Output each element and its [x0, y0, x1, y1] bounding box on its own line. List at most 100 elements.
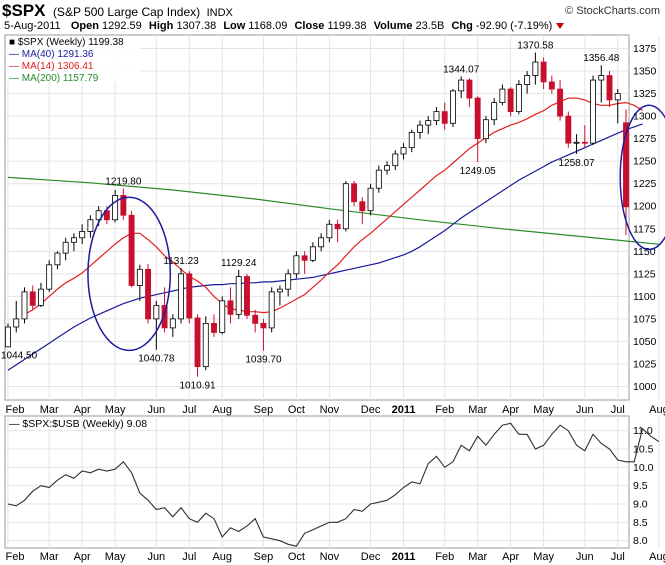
candle-body — [244, 276, 250, 316]
candle-body — [433, 111, 440, 122]
price-y-tick-label: 1275 — [633, 133, 657, 145]
candle — [384, 161, 390, 175]
candle — [425, 116, 432, 135]
candle — [186, 271, 193, 324]
ratio-x-tick-label: Jun — [147, 551, 165, 563]
candle-body — [565, 115, 572, 144]
ratio-x-tick-label: Apr — [502, 551, 519, 563]
candle-body — [623, 122, 629, 208]
ratio-panel-frame — [4, 415, 630, 549]
candle-body — [21, 291, 28, 320]
price-x-tick-label: May — [105, 404, 126, 416]
candle-body — [342, 183, 349, 230]
price-annotation: 1039.70 — [245, 355, 282, 366]
candle-body — [532, 61, 539, 76]
price-annotation: 1370.58 — [517, 41, 554, 52]
candle — [252, 309, 259, 333]
candle-body — [450, 90, 456, 124]
candle-body — [548, 81, 555, 90]
candle — [458, 76, 465, 99]
price-x-tick-label: Apr — [74, 404, 91, 416]
price-x-tick-label: Jun — [576, 404, 594, 416]
price-x-tick-label: Jul — [611, 404, 625, 416]
price-y-tick-label: 1050 — [633, 336, 657, 348]
candle-body — [458, 79, 465, 92]
ratio-legend-entry: — $SPX:$USB (Weekly) 9.08 — [9, 418, 147, 430]
candle-body — [120, 195, 127, 216]
candle-body — [573, 141, 580, 144]
price-annotation: 1219.80 — [105, 176, 142, 187]
candle-body — [161, 304, 168, 329]
legend-entry: ■ $SPX (Weekly) 1199.38 — [9, 37, 124, 48]
candle-body — [515, 84, 522, 113]
price-y-tick-label: 1200 — [633, 201, 657, 213]
candle — [507, 87, 514, 117]
price-annotation: 1356.48 — [583, 53, 620, 64]
price-x-tick-label: Feb — [6, 404, 25, 416]
index-description: (S&P 500 Large Cap Index) — [52, 5, 201, 19]
candle — [623, 109, 629, 235]
candle-body — [392, 153, 399, 167]
candle-body — [614, 93, 621, 101]
ma14-line — [24, 97, 643, 315]
price-y-tick-label: 1075 — [633, 313, 657, 325]
candle-body — [29, 291, 36, 306]
price-x-tick-label: Feb — [435, 404, 454, 416]
price-y-tick-label: 1350 — [633, 66, 657, 78]
candle — [557, 80, 564, 121]
candle — [359, 197, 366, 225]
candle — [260, 318, 267, 351]
candle — [450, 89, 456, 127]
candle — [161, 287, 168, 333]
exchange-label: INDX — [206, 7, 233, 19]
price-x-tick-label: Dec — [361, 404, 381, 416]
ratio-line — [7, 422, 660, 547]
close-label: Close — [294, 20, 325, 32]
candle-body — [540, 61, 547, 83]
candle-body — [359, 201, 366, 212]
candle-body — [408, 131, 415, 149]
change-label: Chg — [451, 20, 473, 32]
price-x-tick-label: Jun — [147, 404, 165, 416]
symbol-label: $SPX — [2, 1, 46, 20]
candle — [491, 98, 498, 126]
candle-body — [54, 252, 61, 266]
candle — [301, 251, 308, 274]
candle — [235, 270, 242, 319]
candle — [400, 143, 407, 160]
candle-body — [441, 111, 448, 124]
price-x-tick-label: Sep — [254, 404, 274, 416]
candle-body — [334, 223, 341, 230]
price-annotation: 1129.24 — [221, 258, 257, 269]
candle-body — [367, 187, 374, 212]
candle — [38, 282, 44, 308]
candle — [227, 287, 234, 324]
ma40-line — [7, 123, 643, 371]
candle — [46, 260, 53, 292]
candle-body — [581, 141, 588, 144]
price-annotation: 1344.07 — [443, 64, 480, 75]
quote-date: 5-Aug-2011 — [4, 20, 61, 32]
ratio-x-tick-label: Nov — [320, 551, 340, 563]
price-annotation: 1131.23 — [163, 256, 199, 267]
price-y-tick-label: 1025 — [633, 358, 657, 370]
candle-body — [590, 79, 596, 144]
candle-body — [202, 322, 209, 368]
candle-body — [128, 214, 135, 286]
candle — [268, 287, 275, 333]
candle-body — [235, 276, 242, 315]
price-x-tick-label: Aug — [649, 404, 665, 416]
price-y-tick-label: 1375 — [633, 43, 657, 55]
price-x-tick-label: Apr — [502, 404, 519, 416]
price-x-tick-label: Oct — [288, 404, 305, 416]
candle — [590, 75, 596, 145]
ratio-x-tick-label: Sep — [254, 551, 274, 563]
candle — [441, 102, 448, 130]
quote-summary: 5-Aug-2011 Open 1292.59 High 1307.38 Low… — [4, 20, 565, 32]
price-annotation: 1040.78 — [138, 354, 175, 365]
ma200-line — [7, 176, 660, 245]
candle-body — [186, 273, 193, 319]
candle-body — [466, 79, 473, 99]
price-x-tick-label: Mar — [468, 404, 487, 416]
candle-body — [46, 264, 53, 290]
